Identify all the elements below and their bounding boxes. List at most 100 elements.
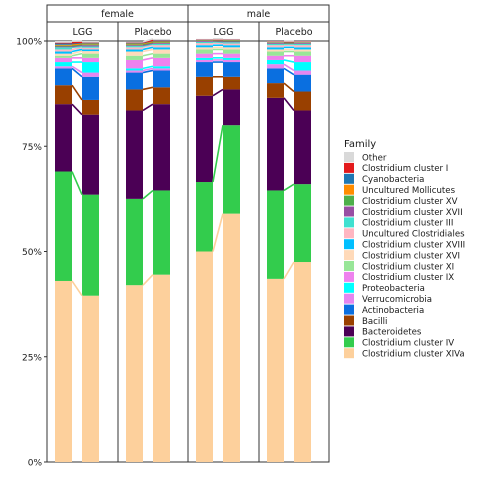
legend-item: Clostridium cluster IX — [344, 271, 454, 283]
legend-item: Uncultured Mollicutes — [344, 184, 456, 196]
connector-line — [71, 171, 83, 195]
stacked-bar — [55, 41, 72, 462]
legend-label: Clostridium cluster XVIII — [362, 241, 465, 251]
legend-item: Clostridium cluster IV — [344, 337, 454, 349]
legend-item: Clostridium cluster XVI — [344, 250, 460, 261]
legend-item: Other — [344, 152, 387, 163]
legend-swatch — [344, 195, 354, 206]
bar-segment — [126, 198, 143, 286]
legend-item: Clostridium cluster I — [344, 162, 448, 174]
bar-segment — [196, 41, 213, 44]
legend-label: Clostridium cluster XI — [362, 262, 454, 272]
bar-segment — [55, 57, 72, 63]
bar-segment — [196, 49, 213, 54]
bar-segment — [223, 45, 240, 48]
bar-segment — [294, 62, 311, 71]
bar-segment — [55, 49, 72, 52]
bar-segment — [267, 51, 284, 56]
bar-segment — [153, 70, 170, 88]
connector-line — [283, 183, 295, 192]
bar-segment — [126, 43, 143, 45]
legend-item: Clostridium cluster III — [344, 217, 453, 229]
bar-segment — [126, 89, 143, 111]
connector-line — [283, 59, 295, 63]
bar-segment — [153, 40, 170, 42]
stacked-bar — [223, 38, 240, 462]
bar-segment — [223, 47, 240, 50]
legend-swatch — [344, 228, 354, 239]
bar-segment — [223, 59, 240, 63]
bar-segment — [196, 45, 213, 48]
legend-item: Bacteroidetes — [344, 326, 422, 338]
bar-segment — [267, 59, 284, 65]
bar-segment — [126, 110, 143, 199]
legend-swatch — [344, 315, 354, 326]
connector-line — [142, 40, 154, 45]
connector-line — [142, 43, 154, 47]
connector-line — [71, 67, 83, 78]
connector-line — [142, 38, 154, 43]
y-axis-tick-label: 50% — [22, 248, 42, 258]
bar-segment — [153, 87, 170, 105]
bar-segment — [294, 51, 311, 56]
bar-segment — [223, 57, 240, 60]
bar-segment — [267, 68, 284, 84]
connector-line — [142, 103, 154, 112]
bar-segment — [126, 47, 143, 50]
legend-label: Cyanobacteria — [362, 175, 424, 185]
bar-segment — [153, 104, 170, 191]
connector-line — [71, 280, 83, 297]
bar-segment — [82, 43, 99, 45]
facet-strip-label: LGG — [72, 27, 92, 38]
bar-segment — [82, 194, 99, 296]
bar-segment — [55, 51, 72, 54]
bar-segment — [196, 76, 213, 96]
connector-line — [283, 67, 295, 76]
y-axis-tick-label: 75% — [22, 143, 42, 153]
legend-label: Verrucomicrobia — [362, 295, 432, 305]
bar-segment — [55, 43, 72, 45]
legend-swatch — [344, 348, 354, 359]
bar-segment — [153, 66, 170, 69]
connector-line — [142, 48, 154, 53]
connector-line — [142, 42, 154, 46]
bar-segment — [153, 45, 170, 48]
connector-line — [71, 48, 83, 53]
legend-label: Clostridium cluster XV — [362, 197, 458, 207]
bar-segment — [126, 70, 143, 73]
facet-strip-label: female — [101, 9, 134, 20]
bar-segment — [267, 47, 284, 50]
legend-item: Uncultured Clostridiales — [344, 228, 465, 240]
connector-line — [71, 42, 83, 46]
bar-segment — [294, 45, 311, 48]
stacked-bar — [294, 41, 311, 462]
bar-segment — [267, 45, 284, 48]
bar-segment — [267, 55, 284, 60]
bar-segment — [223, 76, 240, 90]
bar-segment — [196, 62, 213, 77]
legend-swatch — [344, 184, 354, 195]
legend-swatch — [344, 293, 354, 304]
connector-line — [142, 41, 154, 46]
bar-segment — [153, 41, 170, 43]
bar-segment — [55, 66, 72, 69]
bar-segment — [126, 44, 143, 46]
bar-segment — [267, 43, 284, 46]
connector-line — [283, 63, 295, 72]
bar-segment — [126, 49, 143, 52]
bar-segment — [267, 278, 284, 462]
facet-strip-label: Placebo — [275, 27, 312, 38]
bar-segment — [267, 64, 284, 69]
bar-segment — [294, 55, 311, 63]
y-axis-tick-label: 25% — [22, 353, 42, 363]
legend-swatch — [344, 217, 354, 228]
bar-segment — [223, 53, 240, 58]
stacked-bar — [153, 38, 170, 462]
bar-segment — [82, 51, 99, 54]
y-axis-tick-label: 100% — [16, 38, 42, 48]
bar-segment — [55, 68, 72, 86]
legend-swatch — [344, 271, 354, 282]
legend-swatch — [344, 261, 354, 271]
bar-segment — [267, 43, 284, 44]
